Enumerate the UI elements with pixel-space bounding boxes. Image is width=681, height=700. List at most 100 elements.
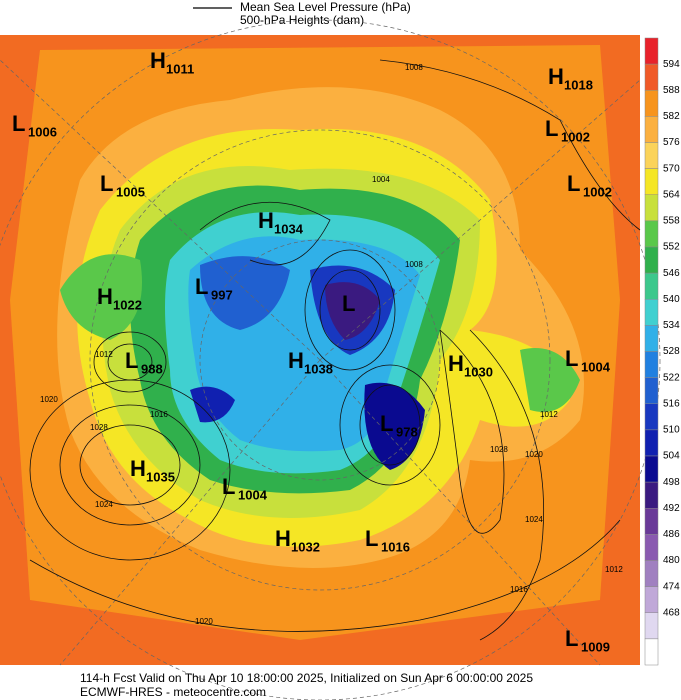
pressure-center-value: 1034: [274, 221, 304, 236]
colorbar-swatch: [644, 508, 659, 535]
colorbar-label: 510: [663, 425, 680, 436]
colorbar-label: 558: [663, 216, 680, 227]
colorbar-label: 486: [663, 529, 680, 540]
pressure-center-value: 1006: [28, 124, 57, 139]
pressure-center-letter: L: [567, 171, 580, 196]
colorbar-label: 564: [663, 189, 680, 200]
pressure-center-letter: H: [97, 284, 113, 309]
colorbar-swatch: [644, 299, 659, 326]
colorbar-label: 498: [663, 477, 680, 488]
pressure-center-value: 1035: [146, 469, 175, 484]
pressure-center-value: 1038: [304, 361, 333, 376]
colorbar-label: 528: [663, 346, 680, 357]
colorbar-swatch: [644, 403, 659, 431]
pressure-center-value: 1009: [581, 639, 610, 654]
colorbar-label: 522: [663, 372, 680, 383]
pressure-center-value: 1018: [564, 77, 593, 92]
contour-label: 1012: [605, 565, 623, 574]
colorbar-swatch: [644, 560, 659, 587]
contour-label: 1016: [510, 585, 528, 594]
colorbar-swatch: [644, 586, 659, 613]
pressure-center-letter: L: [365, 526, 378, 551]
contour-label: 1020: [195, 617, 213, 626]
contour-label: 1012: [95, 350, 113, 359]
pressure-center-letter: H: [548, 64, 564, 89]
pressure-center-value: 1030: [464, 364, 493, 379]
contour-label: 1024: [95, 500, 113, 509]
colorbar-swatch: [644, 246, 659, 274]
colorbar-label: 504: [663, 451, 680, 462]
colorbar-label: 594: [663, 59, 680, 70]
contour-label: 1004: [372, 175, 390, 184]
colorbar-label: 570: [663, 163, 680, 174]
colorbar-swatch: [644, 325, 659, 352]
pressure-center-letter: L: [100, 171, 113, 196]
pressure-center-letter: H: [448, 351, 464, 376]
colorbar-swatch: [644, 194, 659, 222]
contour-label: 1008: [405, 260, 423, 269]
contour-label: 1012: [540, 410, 558, 419]
pressure-center-value: 1002: [561, 129, 590, 144]
colorbar-swatch: [644, 168, 659, 195]
colorbar-swatch: [644, 272, 659, 300]
colorbar-label: 576: [663, 137, 680, 148]
colorbar-label: 480: [663, 555, 680, 566]
colorbar-label: 474: [663, 581, 680, 592]
pressure-center-letter: L: [565, 626, 578, 651]
colorbar-label: 516: [663, 398, 680, 409]
pressure-center-value: 997: [211, 287, 233, 302]
pressure-center-letter: H: [288, 348, 304, 373]
colorbar-label: 552: [663, 242, 680, 253]
pressure-center-letter: H: [258, 208, 274, 233]
pressure-center-letter: L: [12, 111, 25, 136]
pressure-center-value: 1005: [116, 184, 145, 199]
footer-text: 114-h Fcst Valid on Thu Apr 10 18:00:00 …: [80, 671, 533, 685]
colorbar-label: 582: [663, 111, 680, 122]
contour-label: 1028: [90, 423, 108, 432]
pressure-center-value: 1032: [291, 539, 320, 554]
pressure-center-letter: L: [195, 274, 208, 299]
colorbar-swatch: [644, 142, 659, 169]
colorbar-swatch: [644, 220, 659, 248]
colorbar-swatch: [644, 90, 659, 117]
colorbar-swatch: [644, 534, 659, 561]
colorbar-swatch: [644, 37, 659, 65]
colorbar-swatch: [644, 638, 659, 666]
colorbar-label: 492: [663, 503, 680, 514]
pressure-center-value: 1004: [238, 487, 268, 502]
colorbar-swatch: [644, 481, 659, 509]
colorbar-swatch: [644, 116, 659, 143]
pressure-center-value: 1002: [583, 184, 612, 199]
colorbar-label: 534: [663, 320, 680, 331]
contour-label: 1020: [525, 450, 543, 459]
contour-label: 1020: [40, 395, 58, 404]
pressure-center-letter: L: [342, 291, 355, 316]
colorbar-label: 546: [663, 268, 680, 279]
pressure-center-letter: H: [130, 456, 146, 481]
colorbar-swatch: [644, 351, 659, 378]
pressure-center-letter: L: [545, 116, 558, 141]
contour-label: 1028: [490, 445, 508, 454]
pressure-center-value: 978: [396, 424, 418, 439]
colorbar-label: 468: [663, 607, 680, 618]
pressure-center-value: 1022: [113, 297, 142, 312]
colorbar-swatch: [644, 429, 659, 457]
legend-item: Mean Sea Level Pressure (hPa): [240, 0, 411, 14]
pressure-center-value: 1004: [581, 359, 611, 374]
pressure-center-value: 988: [141, 361, 163, 376]
pressure-center-letter: L: [565, 346, 578, 371]
contour-label: 1016: [150, 410, 168, 419]
colorbar-label: 540: [663, 294, 680, 305]
colorbar: 594 588 582 576 570 564 558 552 546 540 534 528 522 5…: [644, 37, 680, 666]
pressure-center-value: 1016: [381, 539, 410, 554]
footer-text: ECMWF-HRES - meteocentre.com: [80, 685, 266, 699]
colorbar-swatch: [644, 455, 659, 483]
colorbar-label: 588: [663, 85, 680, 96]
pressure-center-letter: H: [275, 526, 291, 551]
contour-label: 1024: [525, 515, 543, 524]
colorbar-swatch: [644, 377, 659, 404]
pressure-center-letter: L: [380, 411, 393, 436]
pressure-center-letter: L: [222, 474, 235, 499]
colorbar-swatch: [644, 612, 659, 640]
